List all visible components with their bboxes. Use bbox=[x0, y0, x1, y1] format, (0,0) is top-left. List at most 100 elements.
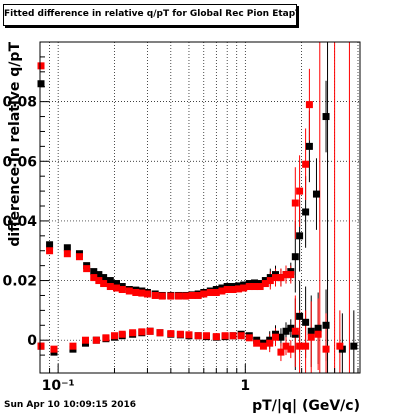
data-point bbox=[63, 244, 71, 252]
data-point bbox=[296, 312, 304, 320]
data-point bbox=[46, 247, 54, 255]
data-point bbox=[302, 342, 310, 350]
data-point bbox=[277, 333, 285, 341]
data-point bbox=[237, 332, 245, 340]
data-point bbox=[69, 342, 77, 350]
data-point bbox=[83, 265, 91, 273]
data-point bbox=[100, 280, 108, 288]
data-point bbox=[118, 330, 126, 338]
data-point bbox=[118, 286, 126, 294]
data-points bbox=[37, 62, 358, 356]
x-tick-label: 1 bbox=[240, 378, 250, 394]
data-point bbox=[112, 284, 120, 292]
data-point bbox=[291, 327, 299, 335]
data-point bbox=[95, 277, 103, 285]
data-point bbox=[322, 345, 330, 353]
data-point bbox=[90, 268, 98, 276]
data-point bbox=[110, 332, 118, 340]
data-point bbox=[112, 280, 120, 288]
y-tick-label: 0.08 bbox=[2, 95, 37, 111]
y-tick-label: 0 bbox=[27, 333, 37, 349]
chart-title: Fitted difference in relative q/pT for G… bbox=[4, 9, 296, 19]
data-point bbox=[212, 288, 220, 296]
data-point bbox=[322, 113, 330, 121]
x-tick-label: 10⁻¹ bbox=[42, 378, 75, 394]
data-point bbox=[305, 101, 313, 109]
data-point bbox=[92, 336, 100, 344]
grid bbox=[39, 41, 360, 373]
axis-ticks bbox=[39, 41, 359, 373]
data-point bbox=[256, 283, 264, 291]
data-point bbox=[138, 328, 146, 336]
data-point bbox=[223, 286, 231, 294]
data-point bbox=[206, 288, 214, 296]
tick-labels: 10⁻¹ 1 0 0.02 0.04 0.06 0.08 bbox=[2, 95, 250, 394]
data-point bbox=[102, 334, 110, 342]
data-point bbox=[302, 160, 310, 168]
data-point bbox=[272, 274, 280, 282]
data-point bbox=[106, 283, 114, 291]
data-point bbox=[277, 348, 285, 356]
data-point bbox=[229, 332, 237, 340]
y-tick-label: 0.06 bbox=[2, 154, 37, 170]
data-point bbox=[261, 280, 269, 288]
data-point bbox=[235, 285, 243, 293]
data-point bbox=[251, 283, 259, 291]
data-point bbox=[143, 290, 151, 298]
data-point bbox=[188, 291, 196, 299]
data-point bbox=[132, 288, 140, 296]
data-point bbox=[175, 292, 183, 300]
data-point bbox=[287, 345, 295, 353]
data-point bbox=[156, 329, 164, 337]
data-point bbox=[194, 332, 202, 340]
chart-title-box: Fitted difference in relative q/pT for G… bbox=[3, 4, 297, 26]
data-point bbox=[37, 342, 45, 350]
data-point bbox=[75, 253, 83, 261]
data-point bbox=[81, 336, 89, 344]
plot-frame bbox=[39, 41, 361, 374]
data-point bbox=[302, 318, 310, 326]
data-point bbox=[129, 329, 137, 337]
data-point bbox=[146, 327, 154, 335]
data-point bbox=[176, 330, 184, 338]
timestamp: Sun Apr 10 10:09:15 2016 bbox=[4, 400, 137, 410]
data-point bbox=[158, 292, 166, 300]
data-point bbox=[240, 284, 248, 292]
x-axis-label: pT/|q| (GeV/c) bbox=[252, 398, 360, 414]
data-point bbox=[296, 342, 304, 350]
data-point bbox=[63, 250, 71, 258]
data-point bbox=[251, 279, 259, 287]
data-point bbox=[312, 190, 320, 198]
data-point bbox=[37, 62, 45, 70]
data-point bbox=[125, 287, 133, 295]
data-point bbox=[106, 277, 114, 285]
data-point bbox=[291, 253, 299, 261]
data-point bbox=[307, 333, 315, 341]
data-point bbox=[245, 283, 253, 291]
data-point bbox=[100, 274, 108, 282]
data-point bbox=[151, 291, 159, 299]
y-tick-label: 0.02 bbox=[2, 274, 37, 290]
y-tick-label: 0.04 bbox=[2, 214, 37, 230]
data-point bbox=[305, 142, 313, 150]
data-point bbox=[194, 291, 202, 299]
data-point bbox=[50, 345, 58, 353]
data-point bbox=[200, 290, 208, 298]
data-point bbox=[95, 271, 103, 279]
data-point bbox=[277, 274, 285, 282]
data-point bbox=[253, 339, 261, 347]
data-point bbox=[259, 342, 267, 350]
data-point bbox=[182, 292, 190, 300]
data-point bbox=[314, 324, 322, 332]
data-point bbox=[296, 232, 304, 240]
data-point bbox=[46, 241, 54, 249]
data-point bbox=[287, 271, 295, 279]
data-point bbox=[218, 287, 226, 295]
data-point bbox=[185, 331, 193, 339]
data-point bbox=[302, 208, 310, 216]
data-point bbox=[266, 339, 274, 347]
data-point bbox=[287, 324, 295, 332]
data-point bbox=[212, 333, 220, 341]
data-point bbox=[282, 271, 290, 279]
